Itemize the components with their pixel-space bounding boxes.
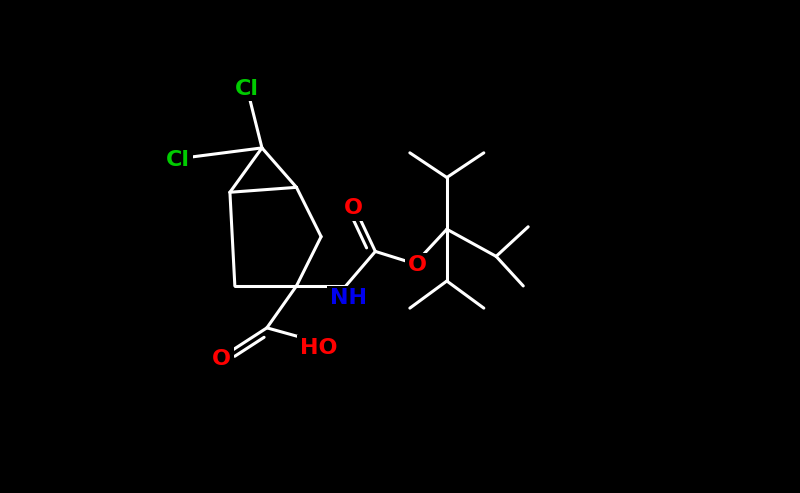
Text: O: O [212,349,231,369]
Text: HO: HO [300,338,338,357]
Text: NH: NH [330,288,366,308]
Text: O: O [344,198,362,218]
Text: Cl: Cl [166,150,190,170]
Text: O: O [408,255,426,275]
Text: Cl: Cl [235,79,259,99]
